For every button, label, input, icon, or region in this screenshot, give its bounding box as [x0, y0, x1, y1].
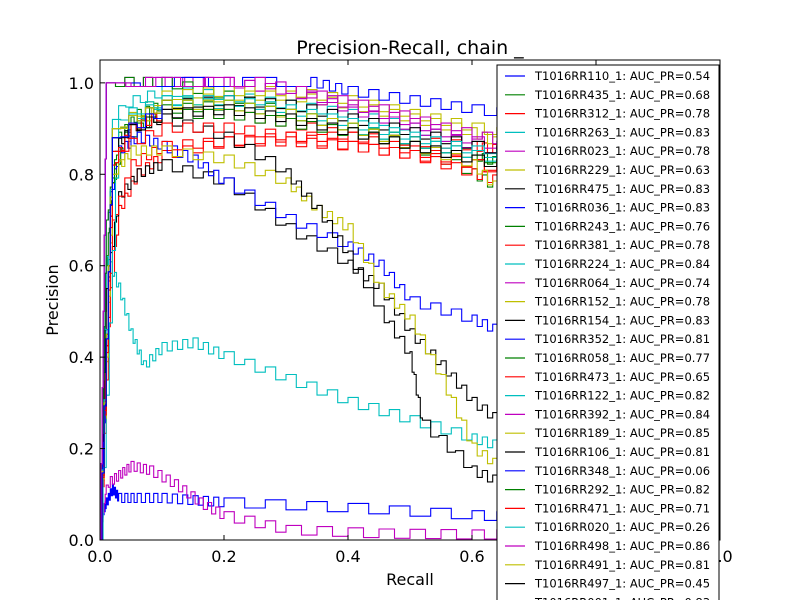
legend-entry-label: T1016RR064_1: AUC_PR=0.74: [534, 276, 710, 290]
series-line-7: [100, 131, 547, 540]
y-tick-label: 0.8: [69, 165, 94, 184]
legend-entry-label: T1016RR106_1: AUC_PR=0.81: [534, 445, 710, 459]
series-line-6: [100, 159, 547, 540]
series-line-24: [100, 95, 547, 540]
x-axis-label: Recall: [386, 570, 434, 589]
legend-entry-label: T1016RR122_1: AUC_PR=0.82: [534, 389, 710, 403]
legend-entry-label: T1016RR263_1: AUC_PR=0.83: [534, 125, 710, 139]
legend-entry-label: T1016RR001_1: AUC_PR=0.83: [534, 595, 710, 600]
legend-box: [496, 64, 720, 600]
legend-entry-label: T1016RR229_1: AUC_PR=0.63: [534, 163, 710, 177]
x-tick-label: 0.2: [211, 547, 236, 566]
legend-entry-label: T1016RR497_1: AUC_PR=0.45: [534, 577, 710, 591]
chart-title: Precision-Recall, chain _: [296, 37, 524, 59]
legend-entry-label: T1016RR392_1: AUC_PR=0.84: [534, 407, 710, 421]
x-tick-label: 0.0: [87, 547, 112, 566]
plot-frame: [99, 59, 721, 541]
y-tick-label: 0.0: [69, 531, 94, 550]
legend-entry-label: T1016RR058_1: AUC_PR=0.77: [534, 351, 710, 365]
legend-entry-label: T1016RR475_1: AUC_PR=0.83: [534, 182, 710, 196]
series-line-28: [100, 104, 163, 540]
series-line-4: [100, 460, 547, 540]
y-axis-label: Precision: [43, 264, 62, 335]
legend-entry-label: T1016RR352_1: AUC_PR=0.81: [534, 332, 710, 346]
legend-entry-label: T1016RR243_1: AUC_PR=0.76: [534, 219, 710, 233]
legend-entry-label: T1016RR471_1: AUC_PR=0.71: [534, 501, 710, 515]
series-layer: [100, 76, 547, 540]
legend-entry-label: T1016RR473_1: AUC_PR=0.65: [534, 370, 710, 384]
legend-entry-label: T1016RR036_1: AUC_PR=0.83: [534, 201, 710, 215]
series-line-0: [100, 483, 547, 540]
legend-entry-label: T1016RR435_1: AUC_PR=0.68: [534, 88, 710, 102]
y-tick-label: 0.6: [69, 257, 94, 276]
legend-entry-label: T1016RR381_1: AUC_PR=0.78: [534, 238, 710, 252]
legend-entry-label: T1016RR498_1: AUC_PR=0.86: [534, 539, 710, 553]
legend-entry-label: T1016RR154_1: AUC_PR=0.83: [534, 313, 710, 327]
legend-entry-label: T1016RR348_1: AUC_PR=0.06: [534, 464, 710, 478]
x-tick-label: 0.4: [335, 547, 360, 566]
series-line-3: [100, 256, 547, 540]
y-tick-label: 0.2: [69, 440, 94, 459]
legend-entry-label: T1016RR189_1: AUC_PR=0.85: [534, 426, 710, 440]
y-tick-label: 0.4: [69, 348, 94, 367]
legend-entry-label: T1016RR491_1: AUC_PR=0.81: [534, 558, 710, 572]
legend-entry-label: T1016RR224_1: AUC_PR=0.84: [534, 257, 710, 271]
legend-entry-label: T1016RR110_1: AUC_PR=0.54: [534, 69, 710, 83]
x-tick-label: 0.6: [459, 547, 484, 566]
legend-entry-label: T1016RR312_1: AUC_PR=0.78: [534, 107, 710, 121]
series-line-25: [100, 76, 547, 540]
legend-entry-label: T1016RR023_1: AUC_PR=0.78: [534, 144, 710, 158]
legend-entry-label: T1016RR152_1: AUC_PR=0.78: [534, 295, 710, 309]
legend-entry-label: T1016RR020_1: AUC_PR=0.26: [534, 520, 710, 534]
y-tick-label: 1.0: [69, 74, 94, 93]
legend-entry-label: T1016RR292_1: AUC_PR=0.82: [534, 483, 710, 497]
legend: T1016RR110_1: AUC_PR=0.54 T1016RR435_1: A…: [496, 64, 720, 600]
